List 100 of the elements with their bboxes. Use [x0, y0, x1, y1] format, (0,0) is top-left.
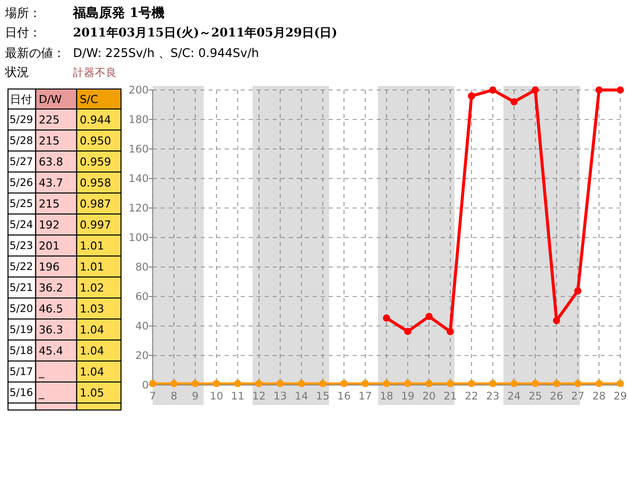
y-tick-label: 5/21	[10, 282, 34, 294]
point	[255, 380, 263, 388]
x-tick-label: 19	[401, 390, 414, 403]
x-tick-label: D/W	[38, 92, 62, 106]
point	[382, 380, 390, 388]
y-tick-label: 5/27	[10, 156, 34, 168]
x-tick-label: 10	[210, 390, 224, 403]
text: 福島原発 1号機	[72, 5, 165, 21]
point	[616, 86, 624, 94]
x-tick-label: 25	[528, 390, 542, 403]
data-label: 0.959	[80, 155, 112, 168]
point	[362, 380, 369, 388]
point	[574, 287, 582, 294]
data-label: 215	[38, 197, 60, 210]
y-tick-label: 5/18	[10, 345, 34, 358]
point	[489, 380, 496, 388]
y-tick-label: 20	[135, 350, 149, 362]
point	[510, 380, 518, 388]
text: 日付：	[5, 26, 41, 40]
data-label: 201	[38, 239, 60, 252]
point	[446, 328, 454, 336]
x-tick-label: 21	[444, 390, 457, 403]
y-tick-label: 5/29	[10, 114, 34, 126]
point	[446, 380, 454, 388]
data-label: 1.05	[80, 386, 104, 400]
x-tick-label: 28	[592, 390, 606, 403]
y-tick-label: 5/23	[10, 240, 34, 252]
x-tick-label: 23	[486, 390, 500, 403]
point	[532, 86, 539, 94]
text: 場所：	[4, 6, 41, 20]
y-tick-label: 5/24	[10, 219, 34, 232]
point	[234, 380, 242, 388]
x-tick-label: 7	[149, 390, 156, 403]
point	[595, 86, 603, 94]
point	[276, 380, 284, 388]
y-tick-label: 80	[135, 262, 149, 274]
data-label: 1.01	[80, 239, 104, 252]
x-tick-label: S/C	[80, 92, 98, 106]
point	[404, 380, 412, 388]
point	[468, 380, 476, 388]
x-tick-label: 24	[507, 390, 522, 403]
data-label: 0.950	[80, 134, 112, 148]
x-tick-label: 9	[192, 390, 199, 403]
point	[468, 92, 476, 100]
y-tick-label: 40	[135, 320, 149, 333]
y-tick-label: 5/26	[10, 177, 34, 190]
x-tick-label: 26	[550, 390, 564, 403]
point	[382, 314, 390, 322]
x-tick-label: 15	[316, 390, 330, 403]
data-label: 1.01	[80, 260, 104, 274]
x-tick-label: 12	[252, 390, 266, 403]
text: 最新の値：	[5, 46, 65, 60]
point	[510, 98, 518, 106]
data-label: 1.02	[80, 281, 104, 294]
point	[595, 380, 603, 388]
point	[404, 328, 412, 336]
data-label: 196	[38, 260, 60, 274]
data-label: 0.944	[80, 113, 112, 126]
data-label: 1.04	[80, 323, 104, 336]
point	[298, 380, 306, 388]
point	[340, 380, 348, 388]
point	[489, 86, 496, 94]
y-tick-label: 100	[128, 232, 149, 244]
x-tick-label: 11	[231, 390, 244, 403]
data-label: 1.04	[80, 365, 104, 378]
data-label: 192	[38, 218, 60, 232]
point	[170, 380, 178, 388]
data-label: 36.2	[38, 281, 64, 294]
data-label: 43.7	[38, 176, 64, 190]
y-tick-label: 5/22	[10, 261, 34, 274]
y-tick-label: 200	[128, 84, 149, 97]
x-tick-label: 17	[358, 390, 372, 403]
data-label: 215	[38, 134, 60, 148]
x-tick-label: 22	[464, 390, 478, 403]
data-label: 36.3	[38, 323, 64, 336]
data-label: 45.4	[38, 344, 64, 358]
x-tick-label: 16	[337, 390, 351, 403]
point	[532, 380, 539, 388]
point	[425, 312, 433, 320]
y-axis-title: 日付	[10, 92, 32, 106]
text: 計器不良	[73, 66, 117, 79]
point	[425, 380, 433, 388]
point	[319, 380, 326, 388]
data-label: 0.958	[80, 176, 112, 190]
y-tick-label: 180	[128, 114, 149, 126]
y-tick-label: 5/20	[10, 303, 34, 316]
x-tick-label: 29	[614, 390, 627, 403]
x-tick-label: 14	[294, 390, 308, 403]
y-tick-label: 5/19	[10, 324, 34, 336]
data-label: 0.997	[80, 218, 112, 232]
data-label: 46.5	[38, 302, 64, 316]
x-tick-label: 8	[170, 390, 178, 403]
y-tick-label: 0	[142, 380, 149, 392]
point	[192, 380, 199, 388]
text: _	[38, 365, 44, 378]
data-label: 63.8	[38, 155, 64, 168]
data-label: 0.987	[80, 197, 112, 210]
x-tick-label: 27	[571, 390, 584, 403]
y-tick-label: 5/16	[10, 387, 34, 400]
data-label: 225	[38, 113, 60, 126]
